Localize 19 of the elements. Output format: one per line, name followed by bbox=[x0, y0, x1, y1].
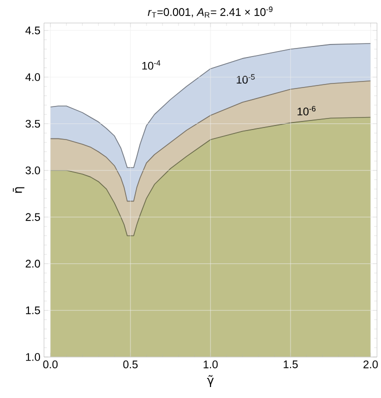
annotation: 10$^{-6}$ bbox=[298, 106, 316, 116]
y-tick-label: 3.0 bbox=[26, 166, 40, 174]
y-tick-label: 4.0 bbox=[25, 73, 40, 82]
annotation: 10$^{-5}$ bbox=[236, 74, 255, 84]
y-tick-label: 2.5 bbox=[26, 213, 40, 221]
chart-title: r$_{T}$=0.001, A$_{R}$= 2.41 × 10$^{-9}$ bbox=[148, 6, 272, 18]
annotation: 10$^{-4}$ bbox=[142, 60, 160, 70]
y-tick-label: 4.5 bbox=[25, 26, 40, 34]
x-tick-label: 2.0 bbox=[364, 360, 378, 368]
y-tick-label: 3.5 bbox=[26, 120, 40, 128]
x-tick-label: 0.0 bbox=[43, 360, 58, 368]
y-tick-label: 2.0 bbox=[26, 260, 40, 268]
x-tick-label: 1.0 bbox=[204, 360, 218, 368]
y-tick-label: 1.0 bbox=[26, 353, 40, 361]
y-axis-title: η̄ bbox=[12, 187, 24, 193]
x-axis-title: γ̃ bbox=[207, 375, 214, 387]
x-tick-label: 1.5 bbox=[284, 360, 298, 368]
y-tick-label: 1.5 bbox=[26, 306, 40, 314]
x-tick-label: 0.5 bbox=[123, 360, 138, 368]
